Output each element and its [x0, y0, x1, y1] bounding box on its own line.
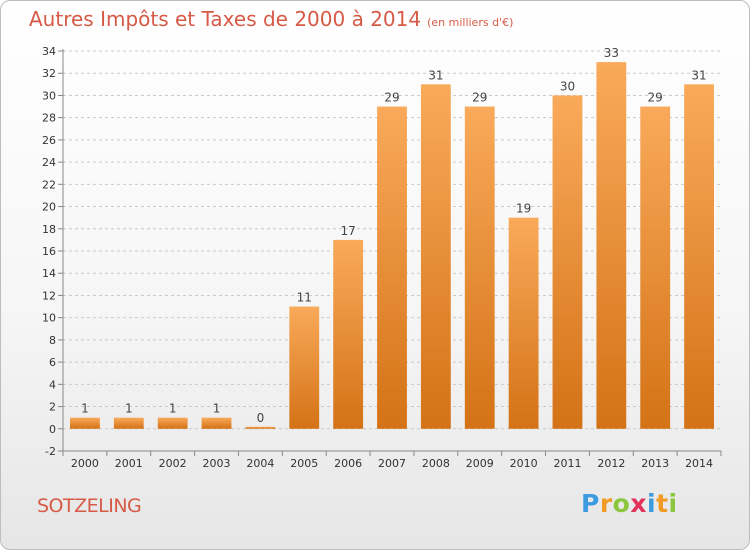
y-tick-label: 24: [42, 156, 56, 169]
y-tick-label: 6: [49, 356, 56, 369]
x-tick-label: 2014: [685, 457, 713, 470]
bar: [245, 426, 276, 429]
y-tick-label: 34: [42, 45, 56, 58]
bar-value-label: 1: [81, 402, 89, 416]
x-tick-label: 2012: [597, 457, 625, 470]
bar: [70, 417, 100, 429]
x-tick-label: 2000: [71, 457, 99, 470]
bar-value-label: 33: [604, 46, 619, 60]
logo-letter: P: [581, 489, 600, 518]
bar: [289, 306, 320, 429]
logo-letter: i: [668, 489, 678, 518]
bar-value-label: 0: [257, 411, 265, 425]
chart-title: Autres Impôts et Taxes de 2000 à 2014 (en…: [29, 7, 513, 31]
bar-value-label: 29: [384, 91, 399, 105]
bar-value-label: 31: [691, 68, 706, 82]
logo-letter: o: [612, 489, 631, 518]
bar-value-label: 1: [169, 402, 177, 416]
x-tick-label: 2005: [290, 457, 318, 470]
y-tick-label: 30: [42, 89, 56, 102]
bar-value-label: 11: [297, 291, 312, 305]
bar-value-label: 17: [340, 224, 355, 238]
y-tick-label: 10: [42, 312, 56, 325]
bar: [640, 106, 671, 429]
x-tick-label: 2007: [378, 457, 406, 470]
y-tick-label: 22: [42, 178, 56, 191]
y-tick-label: 14: [42, 267, 56, 280]
bar-value-label: 31: [428, 68, 443, 82]
logo-letter: x: [630, 489, 647, 518]
proxiti-logo[interactable]: Proxiti: [581, 489, 678, 518]
y-tick-label: 18: [42, 223, 56, 236]
bar: [508, 217, 539, 429]
logo-letter: r: [599, 489, 613, 518]
bar-value-label: 1: [213, 402, 221, 416]
bar: [333, 239, 364, 429]
x-tick-label: 2001: [115, 457, 143, 470]
chart-subtitle: (en milliers d'€): [427, 16, 514, 29]
bar: [157, 417, 188, 429]
bar-value-label: 29: [648, 91, 663, 105]
town-name: SOTZELING: [37, 495, 142, 517]
bar: [684, 84, 714, 429]
logo-letter: i: [647, 489, 657, 518]
bar: [377, 106, 407, 429]
y-tick-label: 8: [49, 334, 56, 347]
y-tick-label: 2: [49, 401, 56, 414]
bar: [201, 417, 232, 429]
x-tick-label: 2006: [334, 457, 362, 470]
bar: [464, 106, 495, 429]
bar: [552, 95, 583, 429]
bar: [596, 62, 627, 429]
y-tick-label: 16: [42, 245, 56, 258]
x-tick-label: 2002: [159, 457, 187, 470]
y-tick-label: 4: [49, 378, 56, 391]
x-tick-label: 2010: [510, 457, 538, 470]
y-tick-label: 20: [42, 201, 56, 214]
y-tick-label: -2: [45, 445, 56, 458]
x-tick-label: 2011: [553, 457, 581, 470]
logo-letter: t: [656, 489, 669, 518]
x-tick-label: 2009: [466, 457, 494, 470]
bar-value-label: 30: [560, 79, 575, 93]
x-tick-label: 2003: [203, 457, 231, 470]
x-tick-label: 2004: [246, 457, 274, 470]
bars: [70, 62, 714, 429]
x-tick-label: 2008: [422, 457, 450, 470]
bar-value-label: 19: [516, 202, 531, 216]
chart-title-text: Autres Impôts et Taxes de 2000 à 2014: [29, 7, 422, 31]
bar: [113, 417, 144, 429]
bar: [420, 84, 451, 429]
y-tick-label: 12: [42, 289, 56, 302]
y-tick-label: 32: [42, 67, 56, 80]
y-tick-label: 0: [49, 423, 56, 436]
y-tick-label: 26: [42, 134, 56, 147]
bar-value-label: 1: [125, 402, 133, 416]
bar-value-label: 29: [472, 91, 487, 105]
y-tick-label: 28: [42, 112, 56, 125]
x-tick-label: 2013: [641, 457, 669, 470]
